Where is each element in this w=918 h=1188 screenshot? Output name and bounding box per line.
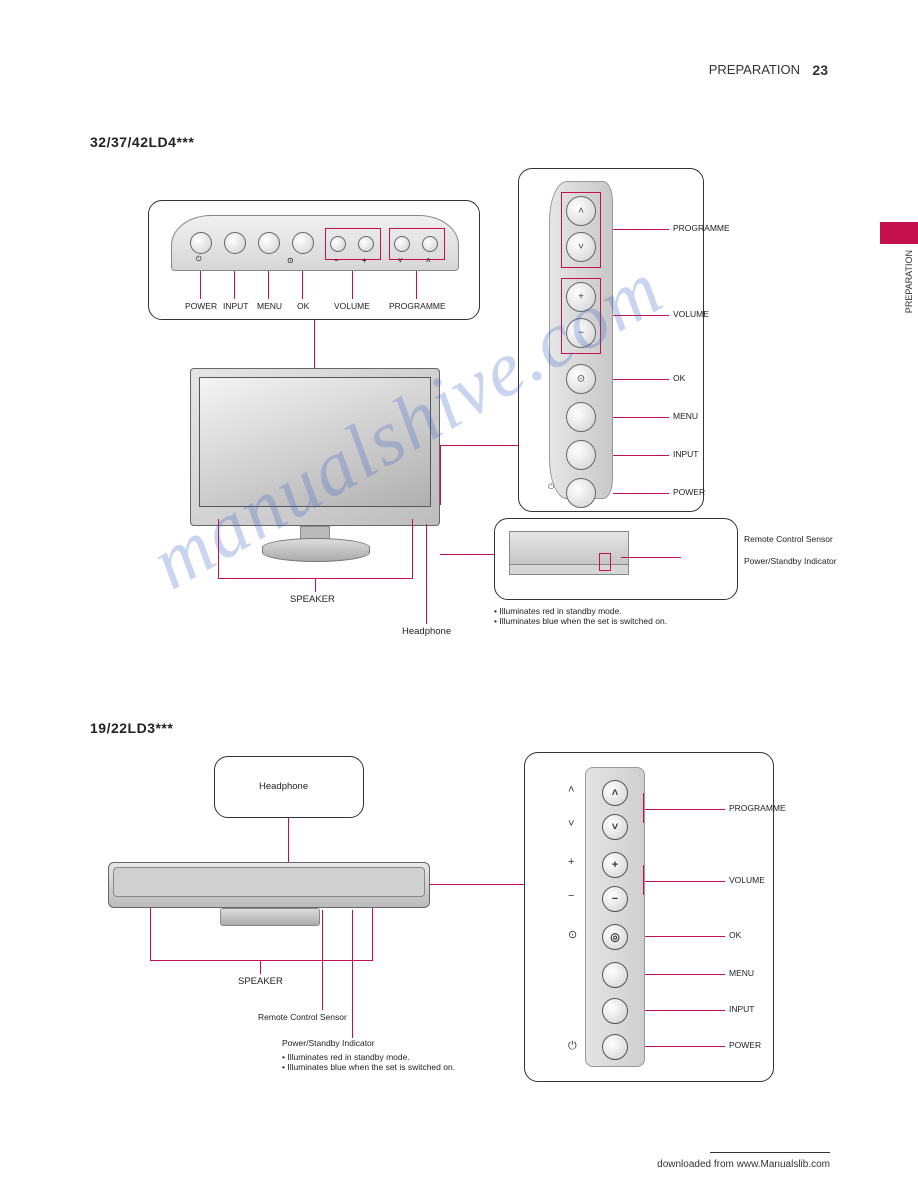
lbl-ok: OK — [297, 301, 309, 311]
lbl-side-power: POWER — [673, 487, 705, 497]
top-panel-callout: ⏻ ⊙ − + ˅ ˄ POWER INPUT MENU OK VOLUME P… — [148, 200, 480, 320]
sensor-label-2-b: Power/Standby Indicator — [282, 1038, 432, 1048]
sym-ok: ⊙ — [287, 256, 294, 265]
btn-vol-minus-top — [330, 236, 346, 252]
tv-b-body — [108, 862, 430, 908]
page-breadcrumb: PREPARATION — [709, 62, 800, 77]
lbl-b-volume: VOLUME — [729, 875, 765, 885]
lbl-b-input: INPUT — [729, 1004, 755, 1014]
btn-prog-down-top — [394, 236, 410, 252]
side-panel-plate: ˄ ˅ + − ⊙ ⏻ — [549, 181, 613, 499]
btn-prog-down-side: ˅ — [566, 232, 596, 262]
footer-text: downloaded from www.Manualslib.com — [657, 1159, 830, 1170]
sensor-note-b: • Illuminates red in standby mode. • Ill… — [282, 1052, 522, 1072]
lbl-b-programme: PROGRAMME — [729, 803, 786, 813]
btn-input-side — [566, 440, 596, 470]
btn-b-ok: ◎ — [602, 924, 628, 950]
lbl-power: POWER — [185, 301, 217, 311]
lbl-prog: PROGRAMME — [389, 301, 446, 311]
sensor-callout-a — [494, 518, 738, 600]
sym-minus: − — [334, 256, 339, 265]
page-number: 23 — [812, 62, 828, 78]
lbl-vol: VOLUME — [334, 301, 370, 311]
btn-ok-top — [292, 232, 314, 254]
btn-input-top — [224, 232, 246, 254]
btn-b-vol-plus: + — [602, 852, 628, 878]
btn-power-top — [190, 232, 212, 254]
lbl-side-input: INPUT — [673, 449, 699, 459]
sym-plus: + — [362, 256, 367, 265]
footer-bar — [710, 1152, 830, 1153]
btn-menu-side — [566, 402, 596, 432]
sym-up: ˄ — [426, 256, 431, 265]
tv-b-stand — [220, 908, 320, 926]
top-panel-plate: ⏻ ⊙ − + ˅ ˄ — [171, 215, 459, 271]
strip-plate: ˄ ˅ + − ◎ ˄ ˅ + − ⊙ ⏻ — [585, 767, 645, 1067]
lbl-side-volume: VOLUME — [673, 309, 709, 319]
btn-ok-side: ⊙ — [566, 364, 596, 394]
btn-menu-top — [258, 232, 280, 254]
tv-stand — [262, 538, 370, 562]
strip-panel-callout: ˄ ˅ + − ◎ ˄ ˅ + − ⊙ ⏻ PROGRAMME VOLUME O… — [524, 752, 774, 1082]
sensor-label-1-a: Remote Control Sensor — [744, 534, 864, 544]
sym-down: ˅ — [398, 256, 403, 265]
sensor-note-a: • Illuminates red in standby mode. • Ill… — [494, 606, 754, 626]
tv-front — [190, 368, 440, 526]
side-panel-callout: ˄ ˅ + − ⊙ ⏻ PROGRAMME VOLUME OK MENU INP… — [518, 168, 704, 512]
section-b-title: 19/22LD3*** — [90, 720, 173, 736]
btn-vol-plus-side: + — [566, 282, 596, 312]
btn-b-prog-up: ˄ — [602, 780, 628, 806]
lbl-b-power: POWER — [729, 1040, 761, 1050]
btn-b-menu — [602, 962, 628, 988]
btn-vol-plus-top — [358, 236, 374, 252]
side-tab — [880, 222, 918, 244]
btn-prog-up-side: ˄ — [566, 196, 596, 226]
lbl-input: INPUT — [223, 301, 249, 311]
sym-power: ⏻ — [196, 256, 202, 264]
btn-b-vol-minus: − — [602, 886, 628, 912]
lbl-b-ok: OK — [729, 930, 741, 940]
lbl-b-menu: MENU — [729, 968, 754, 978]
sensor-label-1-b: Remote Control Sensor — [258, 1012, 398, 1022]
section-a-title: 32/37/42LD4*** — [90, 134, 194, 150]
btn-power-side — [566, 478, 596, 508]
btn-b-prog-down: ˅ — [602, 814, 628, 840]
lbl-side-programme: PROGRAMME — [673, 223, 733, 233]
btn-prog-up-top — [422, 236, 438, 252]
headphone-label-b: Headphone — [259, 781, 308, 792]
sensor-label-2-a: Power/Standby Indicator — [744, 556, 874, 566]
speaker-label-b: SPEAKER — [238, 976, 283, 987]
lbl-side-ok: OK — [673, 373, 685, 383]
side-tab-text: PREPARATION — [904, 250, 914, 313]
lbl-menu: MENU — [257, 301, 282, 311]
btn-vol-minus-side: − — [566, 318, 596, 348]
headphone-label-a: Headphone — [402, 626, 451, 637]
btn-b-power — [602, 1034, 628, 1060]
speaker-label: SPEAKER — [290, 594, 335, 605]
btn-b-input — [602, 998, 628, 1024]
headphone-callout-b: Headphone — [214, 756, 364, 818]
lbl-side-menu: MENU — [673, 411, 698, 421]
